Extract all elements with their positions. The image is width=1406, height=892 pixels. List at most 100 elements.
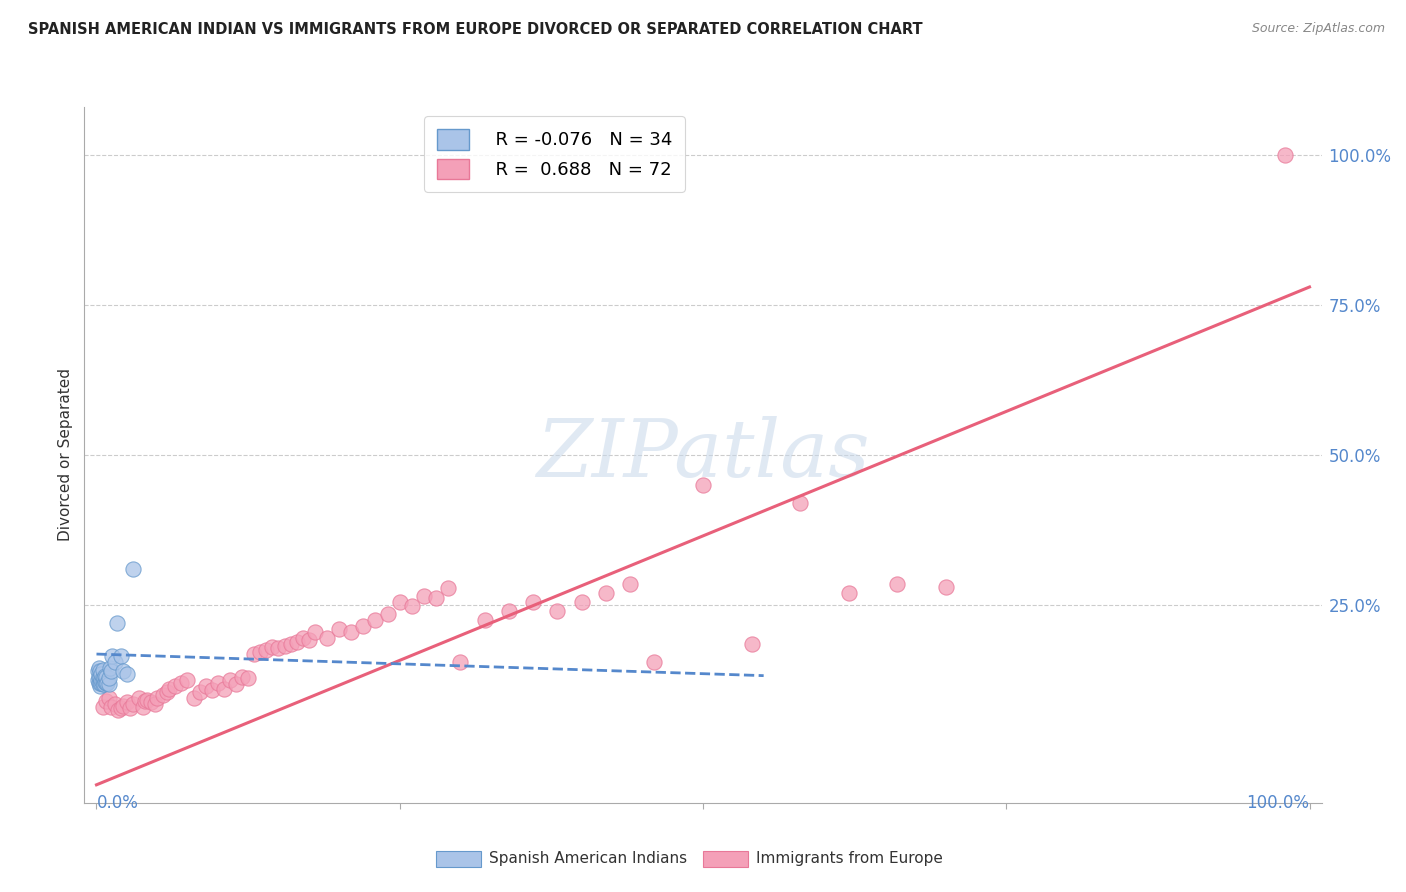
Point [91,663,114,677]
Point [413,589,436,603]
Point [128,690,150,705]
Point [139,695,162,709]
Point [87,670,110,684]
Point [134,694,156,708]
Point [87,661,110,675]
Point [262,640,284,654]
Text: SPANISH AMERICAN INDIAN VS IMMIGRANTS FROM EUROPE DIVORCED OR SEPARATED CORRELAT: SPANISH AMERICAN INDIAN VS IMMIGRANTS FR… [28,22,922,37]
Point [692,478,714,492]
Point [340,624,363,639]
Point [225,677,247,691]
Point [352,619,374,633]
Point [546,604,568,618]
Legend:   R = -0.076   N = 34,   R =  0.688   N = 72: R = -0.076 N = 34, R = 0.688 N = 72 [425,116,685,192]
Point [105,615,128,630]
Point [107,703,129,717]
Point [100,699,122,714]
Point [316,631,339,645]
Point [115,695,138,709]
Text: Spanish American Indians: Spanish American Indians [489,852,688,866]
Point [571,595,593,609]
Point [93,671,115,685]
Point [201,683,224,698]
Point [219,673,242,687]
Point [291,631,314,645]
Point [143,697,166,711]
Point [122,697,145,711]
Text: Source: ZipAtlas.com: Source: ZipAtlas.com [1251,22,1385,36]
Text: 100.0%: 100.0% [1247,794,1309,812]
Point [522,595,544,609]
Point [231,670,253,684]
Point [498,604,520,618]
Point [935,580,957,594]
Point [122,562,145,576]
Point [104,655,127,669]
Point [101,648,124,663]
Point [96,676,118,690]
Point [156,685,179,699]
Point [377,607,399,621]
Point [212,681,235,696]
Point [110,701,132,715]
Point [886,577,908,591]
Point [91,673,114,687]
Point [90,673,112,687]
Point [94,668,117,682]
Point [115,666,138,681]
Point [97,677,120,691]
Point [425,591,447,605]
Point [401,599,423,613]
Point [741,637,763,651]
Point [146,690,169,705]
Point [89,670,111,684]
Point [104,697,127,711]
Point [304,624,326,639]
Text: ZIPatlas: ZIPatlas [536,417,870,493]
Point [267,641,290,656]
Point [838,586,860,600]
Point [619,577,641,591]
Point [285,635,308,649]
Point [176,673,198,687]
Point [91,699,114,714]
Point [789,496,811,510]
Point [90,676,112,690]
Point [236,671,259,685]
Text: Immigrants from Europe: Immigrants from Europe [756,852,943,866]
Point [112,698,135,713]
Point [474,613,496,627]
Point [388,595,411,609]
Point [194,679,217,693]
Point [87,676,110,690]
Point [364,613,387,627]
Point [98,661,121,675]
Point [89,676,111,690]
Point [91,677,114,691]
Point [207,676,229,690]
Point [643,655,665,669]
Text: 0.0%: 0.0% [97,794,138,812]
Point [152,688,174,702]
Point [249,645,271,659]
Point [120,701,142,715]
Point [89,679,111,693]
Point [96,676,118,690]
Point [94,674,117,689]
Point [183,690,205,705]
Point [165,679,187,693]
Point [97,690,120,705]
Point [96,694,118,708]
Point [188,685,211,699]
Point [170,676,193,690]
Point [112,664,135,678]
Point [100,664,122,678]
Point [437,581,460,595]
Point [86,673,108,687]
Point [1274,148,1296,162]
Point [89,664,111,678]
Point [157,681,180,696]
Point [96,670,118,684]
Point [298,632,321,647]
Point [93,677,115,691]
